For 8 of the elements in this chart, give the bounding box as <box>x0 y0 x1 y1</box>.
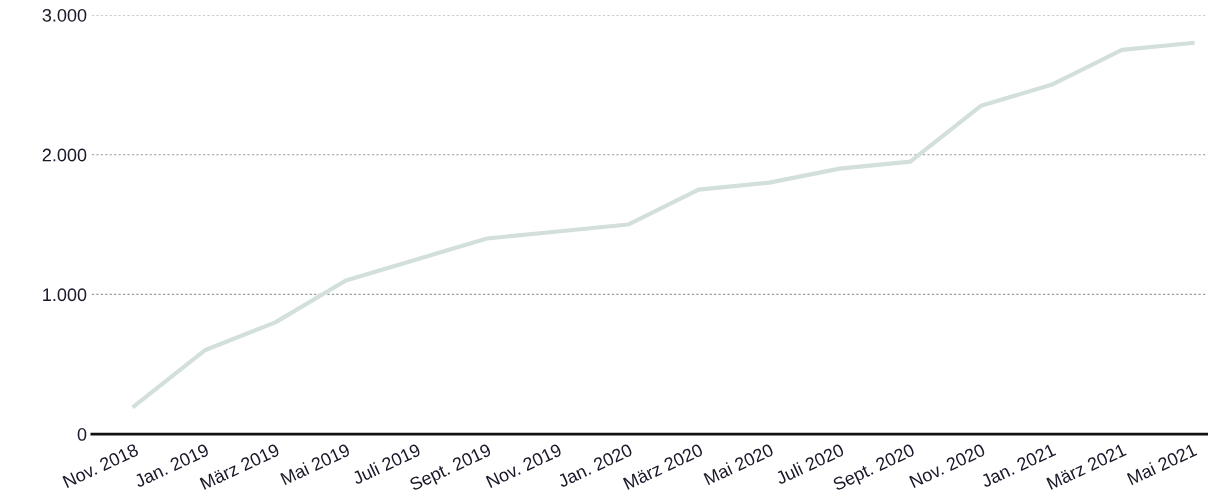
y-tick-label: 3.000 <box>42 8 87 22</box>
y-tick-label: 2.000 <box>42 148 87 162</box>
y-tick-label: 0 <box>77 428 87 441</box>
line-series <box>132 40 1195 409</box>
x-tick-label: Mai 2019 <box>279 442 351 486</box>
x-tick-label: Mai 2021 <box>1126 442 1198 486</box>
y-tick-label: 1.000 <box>43 288 87 302</box>
x-tick-label: Mai 2020 <box>703 442 775 486</box>
